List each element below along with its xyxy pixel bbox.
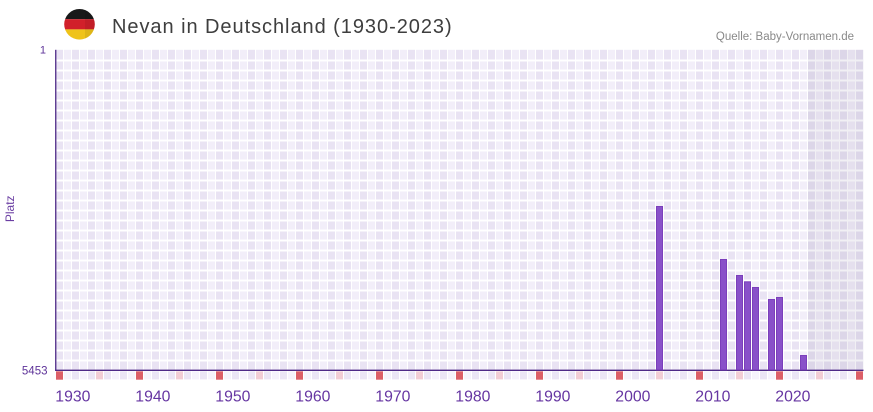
svg-text:2000: 2000	[615, 389, 650, 406]
svg-text:1950: 1950	[215, 389, 250, 406]
svg-text:1970: 1970	[375, 389, 410, 406]
svg-text:1960: 1960	[295, 389, 330, 406]
svg-text:5453: 5453	[22, 365, 48, 377]
svg-text:1980: 1980	[455, 389, 490, 406]
svg-text:2010: 2010	[695, 389, 730, 406]
svg-text:Quelle: Baby-Vornamen.de: Quelle: Baby-Vornamen.de	[716, 31, 854, 43]
svg-text:1930: 1930	[55, 389, 90, 406]
svg-text:1: 1	[40, 45, 46, 57]
svg-text:Platz: Platz	[3, 195, 17, 222]
svg-text:1940: 1940	[135, 389, 170, 406]
svg-text:1990: 1990	[535, 389, 570, 406]
svg-text:Nevan in Deutschland (1930-202: Nevan in Deutschland (1930-2023)	[112, 16, 453, 38]
svg-text:2020: 2020	[775, 389, 810, 406]
